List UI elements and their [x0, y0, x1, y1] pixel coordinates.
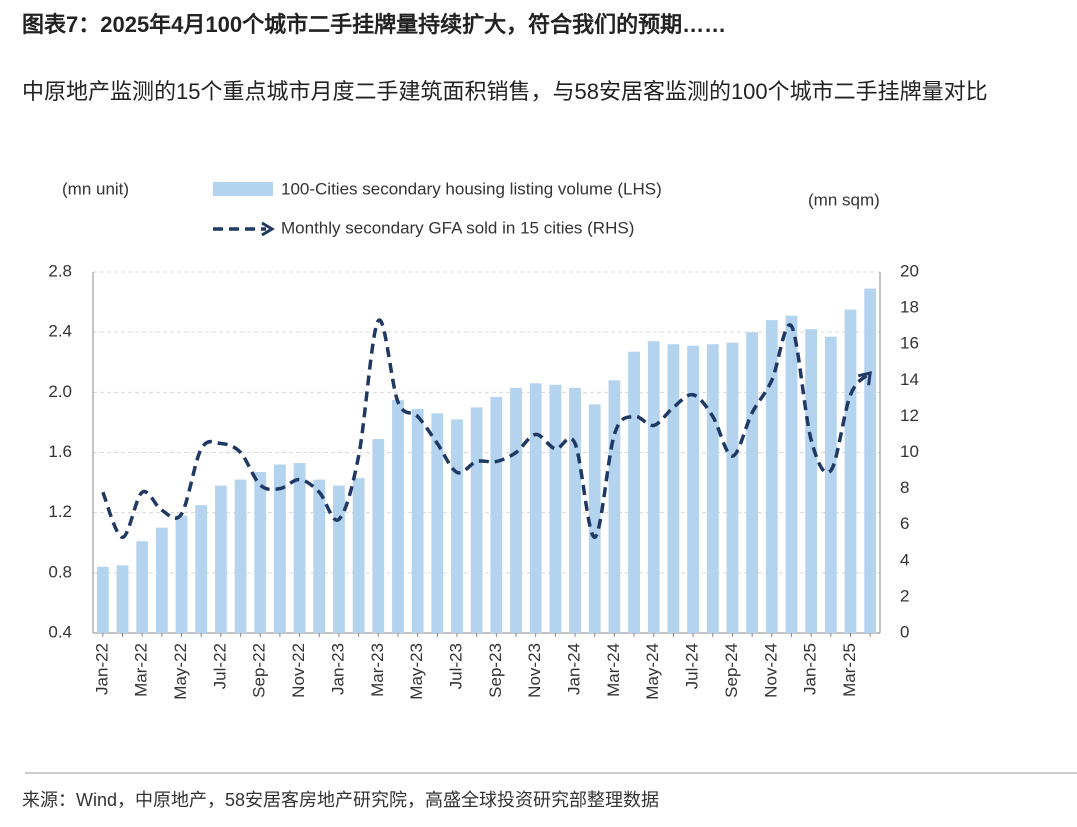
bar: [333, 485, 345, 633]
legend-label: 100-Cities secondary housing listing vol…: [281, 179, 662, 198]
bar: [628, 351, 640, 633]
x-tick-label: Mar-22: [132, 643, 151, 697]
source-note: 来源：Wind，中原地产，58安居客房地产研究院，高盛全球投资研究部整理数据: [22, 790, 659, 810]
bar: [155, 527, 168, 633]
x-tick-label: Nov-23: [525, 643, 544, 698]
x-tick-label: Jul-23: [446, 643, 465, 689]
bar: [746, 332, 759, 633]
x-tick-label: Nov-24: [761, 643, 780, 698]
x-tick-label: May-23: [407, 643, 426, 700]
bar: [411, 408, 424, 633]
bar: [608, 380, 621, 633]
y-tick-label: 1.2: [48, 502, 72, 521]
y2-tick-label: 14: [900, 370, 919, 389]
x-tick-label: Mar-23: [368, 643, 387, 697]
bar: [529, 383, 542, 633]
bar: [136, 541, 149, 633]
x-tick-label: Nov-22: [289, 643, 308, 698]
bar: [510, 387, 522, 633]
x-tick-label: Sep-22: [250, 643, 269, 698]
bar: [195, 505, 208, 633]
bar: [234, 479, 247, 633]
x-tick-label: May-24: [643, 643, 662, 700]
y2-tick-label: 6: [900, 514, 909, 533]
legend-swatch-bar: [213, 182, 273, 196]
x-tick-label: Jul-22: [210, 643, 229, 689]
bar: [706, 344, 719, 633]
bar: [844, 309, 857, 633]
bar: [687, 345, 699, 633]
y2-axis-label: (mn sqm): [808, 190, 880, 209]
y-tick-label: 0.8: [48, 562, 72, 581]
bar: [569, 387, 581, 633]
bar: [392, 399, 404, 633]
x-tick-label: Jan-23: [328, 643, 347, 695]
bar: [490, 396, 503, 633]
bar: [451, 419, 463, 633]
line-arrow: [857, 371, 872, 386]
bar: [96, 566, 109, 633]
y2-tick-label: 2: [900, 586, 909, 605]
bar: [864, 288, 877, 633]
y2-tick-label: 0: [900, 622, 909, 641]
bar: [470, 407, 483, 633]
y-tick-label: 2.4: [48, 322, 72, 341]
y-tick-label: 2.8: [48, 261, 72, 280]
y-tick-label: 2.0: [48, 382, 72, 401]
y2-tick-label: 20: [900, 261, 919, 280]
bar: [116, 565, 129, 633]
x-tick-label: Sep-23: [486, 643, 505, 698]
x-tick-label: Sep-24: [722, 643, 741, 698]
y2-tick-label: 12: [900, 406, 919, 425]
legend-label: Monthly secondary GFA sold in 15 cities …: [281, 218, 634, 237]
y2-tick-label: 16: [900, 334, 919, 353]
bar: [785, 315, 798, 633]
bar: [765, 320, 778, 633]
bar: [175, 515, 188, 633]
bar: [549, 384, 562, 633]
x-tick-label: Jan-24: [565, 643, 584, 695]
legend-arrow: [261, 221, 275, 237]
bar: [824, 336, 837, 633]
subtitle-box: 中原地产监测的15个重点城市月度二手建筑面积销售，与58安居客监测的100个城市…: [22, 79, 988, 104]
bar: [805, 329, 818, 633]
bar: [372, 438, 385, 633]
y2-tick-label: 18: [900, 298, 919, 317]
y2-tick-label: 4: [900, 550, 909, 569]
chart-title: 图表7：2025年4月100个城市二手挂牌量持续扩大，符合我们的预期……: [22, 12, 726, 37]
bar: [352, 478, 365, 633]
y2-tick-label: 8: [900, 478, 909, 497]
grid: [93, 271, 880, 634]
x-tick-label: Mar-25: [840, 643, 859, 697]
bar: [726, 342, 739, 633]
x-tick-label: Jan-25: [801, 643, 820, 695]
bar: [293, 463, 306, 633]
line: [101, 318, 872, 540]
y-tick-label: 1.6: [48, 442, 72, 461]
bar: [647, 341, 660, 633]
bar: [431, 413, 444, 633]
bar: [254, 472, 267, 633]
x-tick-label: Mar-24: [604, 643, 623, 697]
y-tick-label: 0.4: [48, 622, 72, 641]
chart-subtitle: 中原地产监测的15个重点城市月度二手建筑面积销售，与58安居客监测的100个城市…: [22, 79, 988, 104]
x-tick-label: May-22: [171, 643, 190, 700]
y-axis-label: (mn unit): [62, 179, 129, 198]
bar: [667, 344, 680, 633]
x-tick-label: Jul-24: [683, 643, 702, 689]
bar: [588, 404, 601, 633]
bar: [274, 464, 286, 633]
x-tick-label: Jan-22: [92, 643, 111, 695]
y2-tick-label: 10: [900, 442, 919, 461]
bar: [313, 479, 326, 633]
bar: [214, 485, 227, 633]
